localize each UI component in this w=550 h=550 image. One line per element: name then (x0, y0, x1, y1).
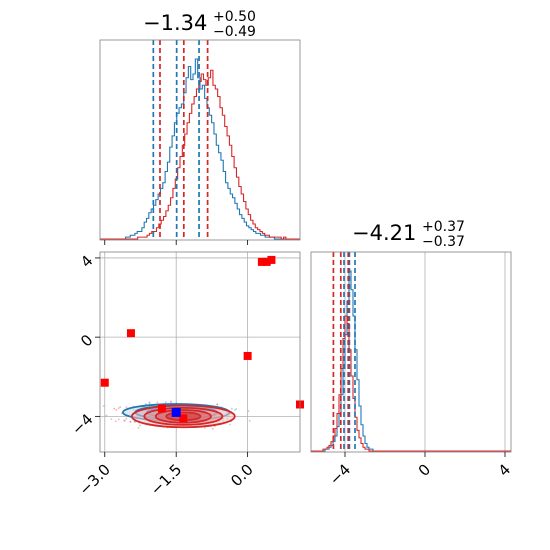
panel-frame (99, 39, 301, 241)
sample-point (248, 419, 251, 422)
sample-point (164, 401, 167, 404)
x-tick-labels-param2: −4 0 4 (326, 460, 514, 488)
sample-point (156, 401, 159, 404)
sample-point (148, 401, 151, 404)
sample-point (247, 410, 250, 412)
outlier-point (257, 257, 266, 266)
sample-point (139, 424, 141, 427)
y-tick-label: −4 (68, 410, 96, 438)
sample-point (129, 420, 132, 423)
sample-point (115, 409, 118, 411)
sample-point (216, 403, 219, 406)
sample-point (133, 420, 136, 423)
sample-point (117, 418, 120, 421)
sample-point (211, 427, 214, 430)
sample-point (216, 403, 219, 406)
sample-point (110, 418, 113, 421)
outlier-point (262, 257, 271, 266)
param1-title-minus: −0.49 (213, 24, 256, 40)
param1-title-plus: +0.50 (213, 9, 256, 25)
joint-panel (95, 251, 304, 457)
x-tick-label: 4 (495, 460, 514, 479)
hist-panel-param1 (99, 39, 301, 245)
param2-title-value: −4.21 (352, 221, 416, 245)
histogram-series-0 (100, 58, 300, 240)
truth-marker (171, 407, 181, 417)
panel-frame (99, 251, 301, 453)
sample-point (123, 419, 125, 422)
sample-point (235, 408, 238, 410)
outlier-point (157, 404, 166, 413)
sample-point (234, 409, 237, 411)
param1-title-value: −1.34 (143, 11, 207, 35)
x-tick-label: 0.0 (227, 460, 257, 490)
sample-point (229, 423, 231, 426)
y-tick-label: 0 (77, 331, 96, 350)
panel-frame (310, 251, 512, 453)
sample-point (105, 414, 108, 417)
sample-point (125, 406, 128, 409)
sample-point (114, 420, 117, 423)
y-tick-label: 4 (77, 252, 96, 271)
param2-title-minus: −0.37 (422, 234, 465, 250)
param2-title-plus: +0.37 (422, 219, 465, 235)
outlier-point (243, 351, 252, 360)
histogram-series-1 (100, 69, 300, 240)
hist-panel-param2 (310, 251, 512, 457)
sample-point (119, 406, 122, 408)
sample-point (144, 403, 147, 405)
x-tick-label: −1.5 (147, 460, 185, 498)
sample-point (204, 426, 206, 429)
sample-point (113, 407, 116, 410)
x-tick-label: 0 (415, 460, 434, 479)
outlier-point (267, 255, 276, 264)
x-tick-label: −4 (326, 460, 354, 488)
sample-point (125, 417, 128, 420)
sample-point (170, 400, 173, 403)
param1-title: −1.34 +0.50 −0.49 (143, 9, 256, 40)
sample-point (230, 407, 233, 410)
outlier-point (179, 414, 188, 423)
histogram-series-1 (311, 315, 511, 452)
y-tick-labels-param2: −4 0 4 (68, 252, 96, 439)
sample-point (117, 407, 120, 410)
sample-point (102, 405, 105, 407)
sample-point (124, 419, 126, 422)
x-tick-label: −3.0 (75, 460, 113, 498)
x-tick-labels-param1: −3.0 −1.5 0.0 (75, 460, 256, 498)
sample-point (148, 402, 151, 405)
sample-point (129, 420, 132, 423)
sample-point (169, 401, 172, 404)
param2-title: −4.21 +0.37 −0.37 (352, 219, 465, 250)
sample-point (137, 426, 140, 429)
outlier-point (126, 329, 135, 338)
outlier-point (100, 378, 109, 387)
panel-background (100, 40, 300, 240)
